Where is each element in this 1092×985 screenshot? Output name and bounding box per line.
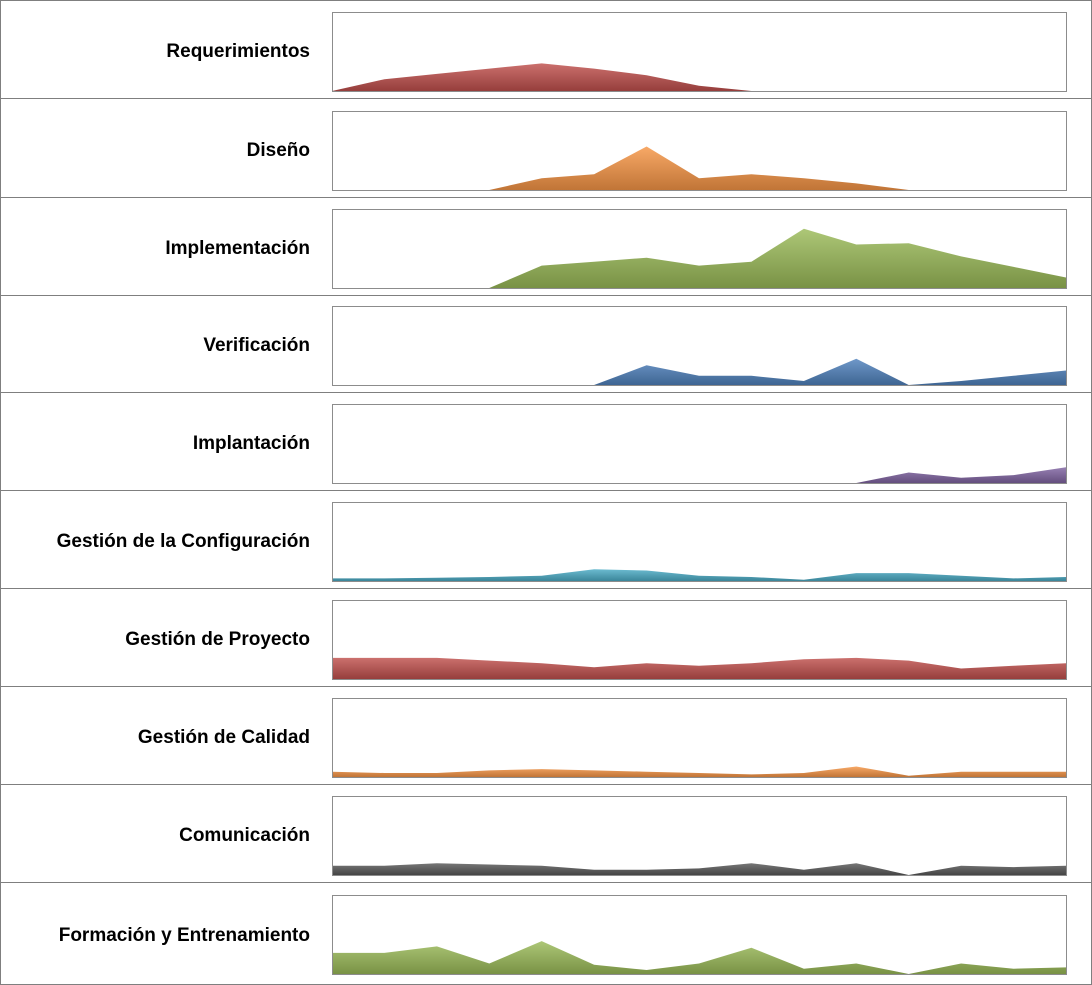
area-series	[332, 569, 1066, 581]
area-series	[332, 766, 1066, 777]
plot-area	[332, 600, 1067, 680]
plot-border	[332, 895, 1067, 975]
plot-border	[332, 306, 1067, 386]
panel-6: Gestión de la Configuración	[0, 491, 1092, 589]
plot-border	[332, 796, 1067, 876]
panel-1: Requerimientos	[0, 1, 1092, 99]
plot-area	[332, 306, 1067, 386]
plot-area	[332, 502, 1067, 582]
panel-4: Verificación	[0, 295, 1092, 393]
area-series	[332, 358, 1066, 385]
plot-border	[332, 209, 1067, 289]
plot-area	[332, 111, 1067, 191]
area-series	[332, 657, 1066, 679]
area-series	[332, 467, 1066, 483]
series-label: Implantación	[192, 432, 310, 454]
plot-border	[332, 12, 1067, 92]
plot-border	[332, 698, 1067, 778]
area-series	[332, 228, 1066, 288]
panel-2: Diseño	[0, 100, 1092, 198]
series-label: Formación y Entrenamiento	[58, 925, 310, 946]
plot-border	[332, 404, 1067, 484]
plot-area	[332, 895, 1067, 975]
plot-area	[332, 404, 1067, 484]
panel-7: Gestión de Proyecto	[0, 589, 1092, 687]
plot-area	[332, 698, 1067, 778]
plot-border	[332, 111, 1067, 191]
plot-area	[332, 796, 1067, 876]
series-label: Comunicación	[179, 824, 310, 846]
plot-area	[332, 209, 1067, 289]
area-series	[332, 63, 1066, 91]
series-label: Gestión de Calidad	[137, 726, 310, 748]
plot-area	[332, 12, 1067, 92]
series-label: Diseño	[246, 139, 310, 161]
panel-8: Gestión de Calidad	[0, 687, 1092, 785]
series-label: Verificación	[203, 334, 310, 356]
area-series	[332, 146, 1066, 190]
plot-border	[332, 502, 1067, 582]
series-label: Implementación	[165, 237, 310, 259]
series-label: Requerimientos	[166, 40, 310, 62]
panel-5: Implantación	[0, 393, 1092, 491]
panel-10: Formación y Entrenamiento	[0, 884, 1092, 984]
series-label: Gestión de la Configuración	[56, 530, 310, 552]
area-series	[332, 863, 1066, 875]
plot-border	[332, 600, 1067, 680]
area-series	[332, 941, 1066, 974]
panel-9: Comunicación	[0, 785, 1092, 883]
panel-3: Implementación	[0, 198, 1092, 296]
series-label: Gestión de Proyecto	[125, 628, 310, 650]
